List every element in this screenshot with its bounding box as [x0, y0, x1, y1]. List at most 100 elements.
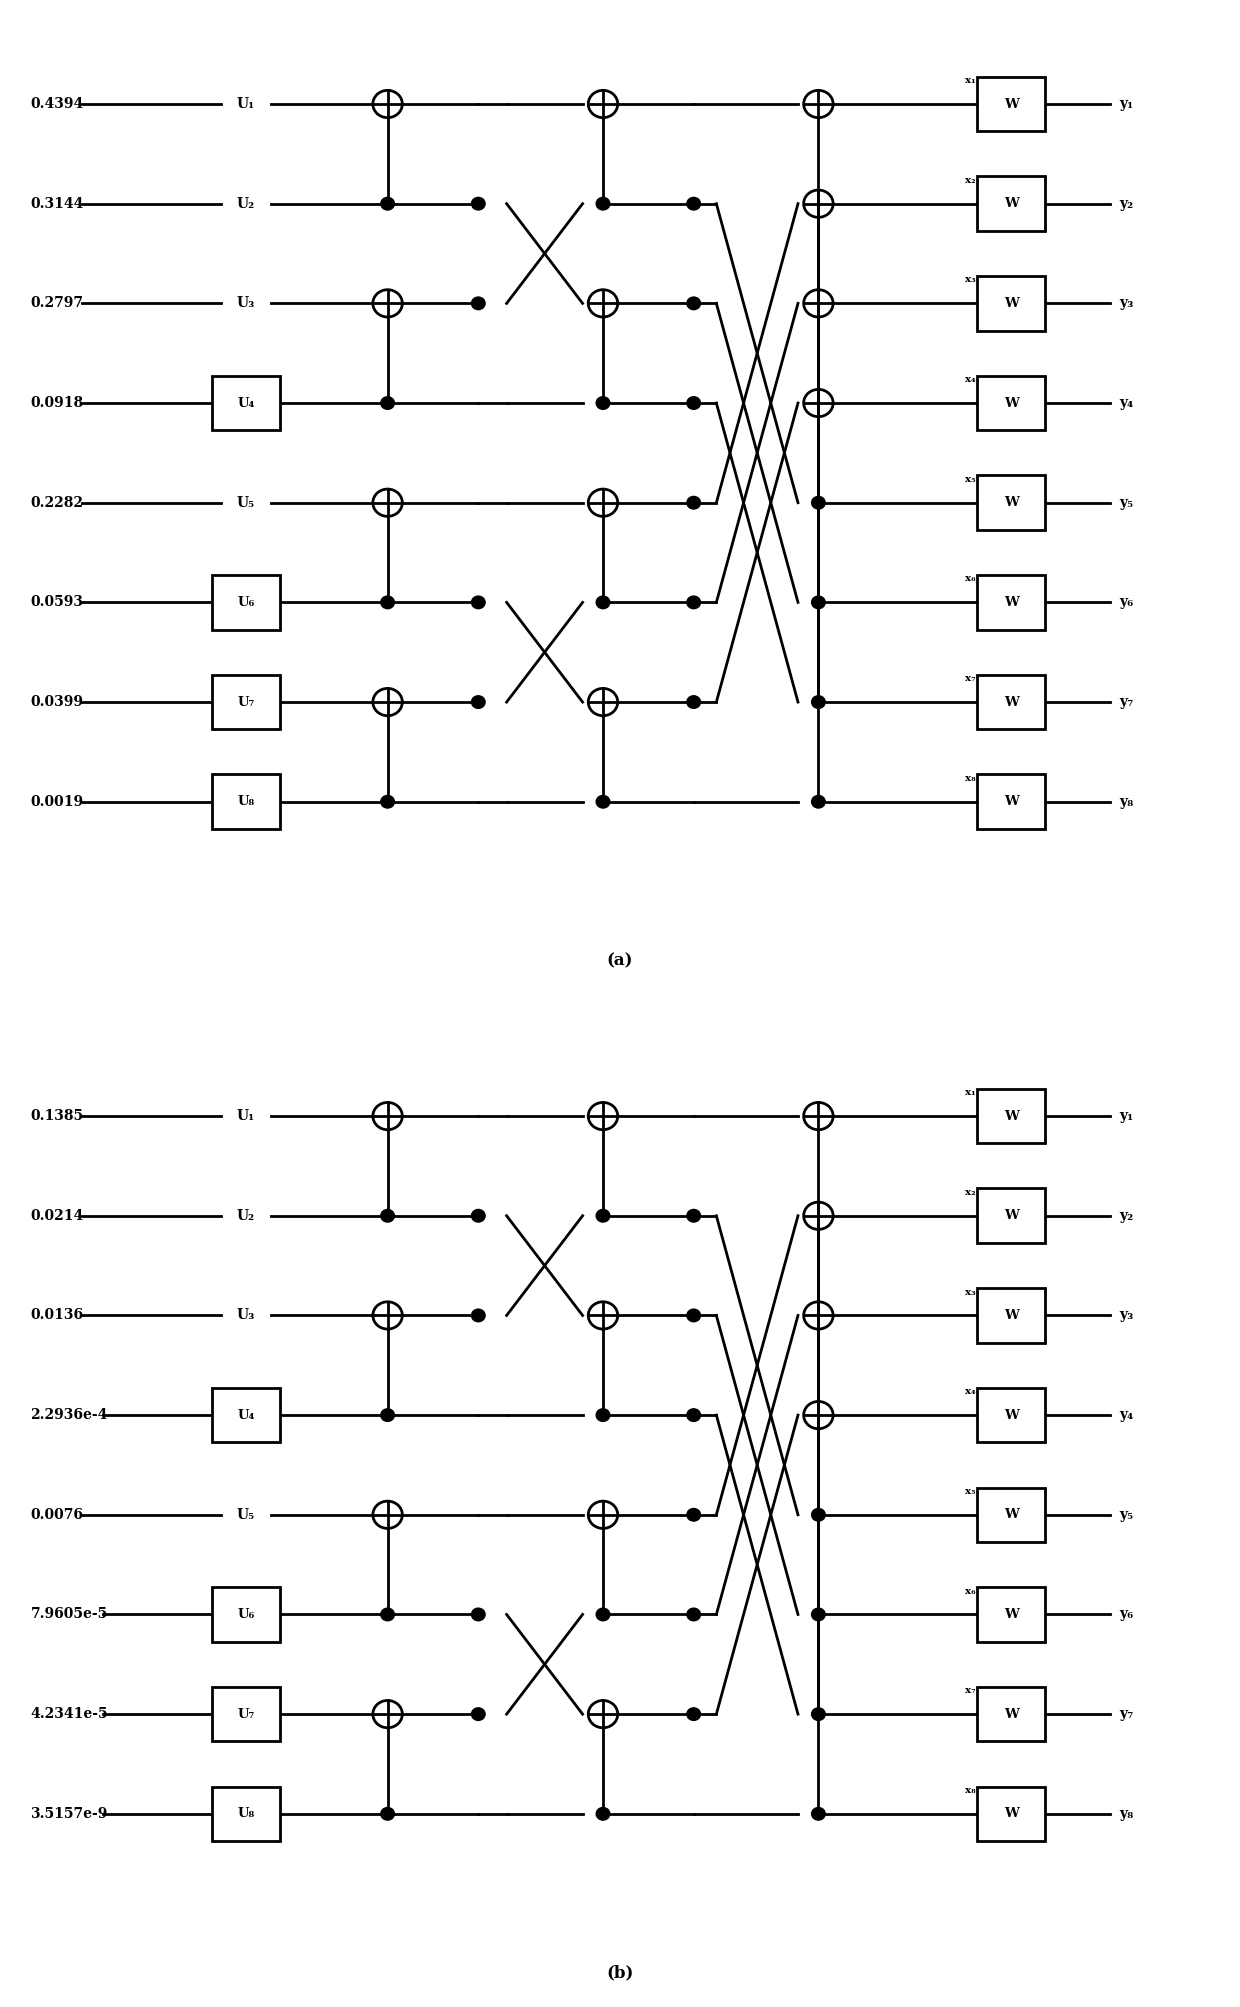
- Text: U₃: U₃: [237, 297, 255, 311]
- Circle shape: [596, 1808, 610, 1820]
- FancyBboxPatch shape: [977, 277, 1045, 331]
- FancyBboxPatch shape: [977, 1686, 1045, 1742]
- Text: x₇: x₇: [966, 1686, 976, 1696]
- Text: 0.0136: 0.0136: [31, 1309, 83, 1323]
- Text: x₆: x₆: [966, 574, 976, 584]
- Circle shape: [812, 795, 825, 809]
- FancyBboxPatch shape: [977, 476, 1045, 530]
- Circle shape: [812, 1608, 825, 1622]
- Circle shape: [381, 1608, 394, 1622]
- Text: y₃: y₃: [1118, 297, 1133, 311]
- Text: W: W: [1003, 1210, 1018, 1222]
- Circle shape: [596, 1409, 610, 1421]
- Circle shape: [687, 1509, 701, 1521]
- FancyBboxPatch shape: [977, 1188, 1045, 1242]
- FancyBboxPatch shape: [212, 775, 280, 829]
- Circle shape: [381, 1808, 394, 1820]
- Circle shape: [381, 795, 394, 809]
- Circle shape: [471, 1309, 485, 1323]
- Text: y₂: y₂: [1118, 1208, 1133, 1222]
- Circle shape: [687, 1409, 701, 1421]
- Text: W: W: [1003, 696, 1018, 708]
- Circle shape: [471, 1708, 485, 1720]
- Text: x₈: x₈: [965, 775, 976, 783]
- Text: W: W: [1003, 98, 1018, 110]
- Text: x₂: x₂: [966, 1188, 976, 1196]
- Circle shape: [687, 1608, 701, 1622]
- FancyBboxPatch shape: [212, 674, 280, 729]
- Text: (a): (a): [606, 953, 634, 969]
- Text: y₇: y₇: [1118, 694, 1133, 708]
- Circle shape: [812, 1708, 825, 1720]
- Text: x₈: x₈: [965, 1786, 976, 1794]
- Text: x₁: x₁: [966, 76, 976, 84]
- Text: x₇: x₇: [966, 674, 976, 682]
- Text: x₄: x₄: [966, 375, 976, 383]
- Text: U₁: U₁: [237, 1110, 255, 1124]
- Circle shape: [381, 197, 394, 211]
- Text: U₂: U₂: [237, 197, 255, 211]
- Text: 0.0214: 0.0214: [31, 1208, 84, 1222]
- FancyBboxPatch shape: [212, 1686, 280, 1742]
- Text: W: W: [1003, 1110, 1018, 1122]
- Text: 0.2282: 0.2282: [31, 496, 83, 510]
- Text: x₂: x₂: [966, 177, 976, 185]
- Text: W: W: [1003, 496, 1018, 510]
- Circle shape: [471, 197, 485, 211]
- Circle shape: [596, 795, 610, 809]
- Circle shape: [381, 1409, 394, 1421]
- Circle shape: [812, 596, 825, 608]
- Circle shape: [687, 496, 701, 510]
- Text: y₈: y₈: [1118, 1806, 1133, 1820]
- Text: W: W: [1003, 1808, 1018, 1820]
- FancyBboxPatch shape: [212, 1786, 280, 1840]
- Circle shape: [381, 397, 394, 409]
- Text: W: W: [1003, 197, 1018, 211]
- Text: 0.0076: 0.0076: [31, 1507, 83, 1521]
- Text: U₈: U₈: [237, 1808, 254, 1820]
- Text: y₃: y₃: [1118, 1309, 1133, 1323]
- FancyBboxPatch shape: [212, 576, 280, 630]
- Circle shape: [471, 596, 485, 608]
- Text: y₁: y₁: [1118, 1110, 1133, 1124]
- Circle shape: [596, 1210, 610, 1222]
- Text: y₂: y₂: [1118, 197, 1133, 211]
- FancyBboxPatch shape: [212, 375, 280, 429]
- FancyBboxPatch shape: [977, 1786, 1045, 1840]
- FancyBboxPatch shape: [977, 576, 1045, 630]
- Text: U₈: U₈: [237, 795, 254, 809]
- Text: W: W: [1003, 1309, 1018, 1323]
- Text: 2.2936e-4: 2.2936e-4: [31, 1409, 108, 1423]
- FancyBboxPatch shape: [977, 76, 1045, 130]
- Circle shape: [812, 496, 825, 510]
- Circle shape: [471, 696, 485, 708]
- Circle shape: [812, 696, 825, 708]
- Circle shape: [471, 1210, 485, 1222]
- Text: 4.2341e-5: 4.2341e-5: [31, 1708, 108, 1722]
- FancyBboxPatch shape: [977, 1387, 1045, 1443]
- Text: W: W: [1003, 795, 1018, 809]
- Text: 7.9605e-5: 7.9605e-5: [31, 1608, 108, 1622]
- Circle shape: [687, 397, 701, 409]
- Text: (b): (b): [606, 1965, 634, 1981]
- Text: y₇: y₇: [1118, 1708, 1133, 1722]
- Text: x₄: x₄: [966, 1387, 976, 1397]
- Text: U₅: U₅: [237, 1507, 255, 1521]
- FancyBboxPatch shape: [977, 1288, 1045, 1343]
- Circle shape: [471, 297, 485, 309]
- Text: y₅: y₅: [1118, 496, 1133, 510]
- Text: 0.0399: 0.0399: [31, 694, 83, 708]
- Text: W: W: [1003, 1509, 1018, 1521]
- FancyBboxPatch shape: [212, 1387, 280, 1443]
- Text: U₁: U₁: [237, 96, 255, 110]
- Text: W: W: [1003, 297, 1018, 309]
- Text: 0.2797: 0.2797: [31, 297, 83, 311]
- Text: y₄: y₄: [1118, 1409, 1133, 1423]
- Text: y₆: y₆: [1118, 1608, 1133, 1622]
- Text: x₃: x₃: [966, 1288, 976, 1297]
- FancyBboxPatch shape: [977, 674, 1045, 729]
- FancyBboxPatch shape: [977, 1588, 1045, 1642]
- Text: y₆: y₆: [1118, 596, 1133, 610]
- Text: U₆: U₆: [237, 1608, 254, 1622]
- Text: U₂: U₂: [237, 1208, 255, 1222]
